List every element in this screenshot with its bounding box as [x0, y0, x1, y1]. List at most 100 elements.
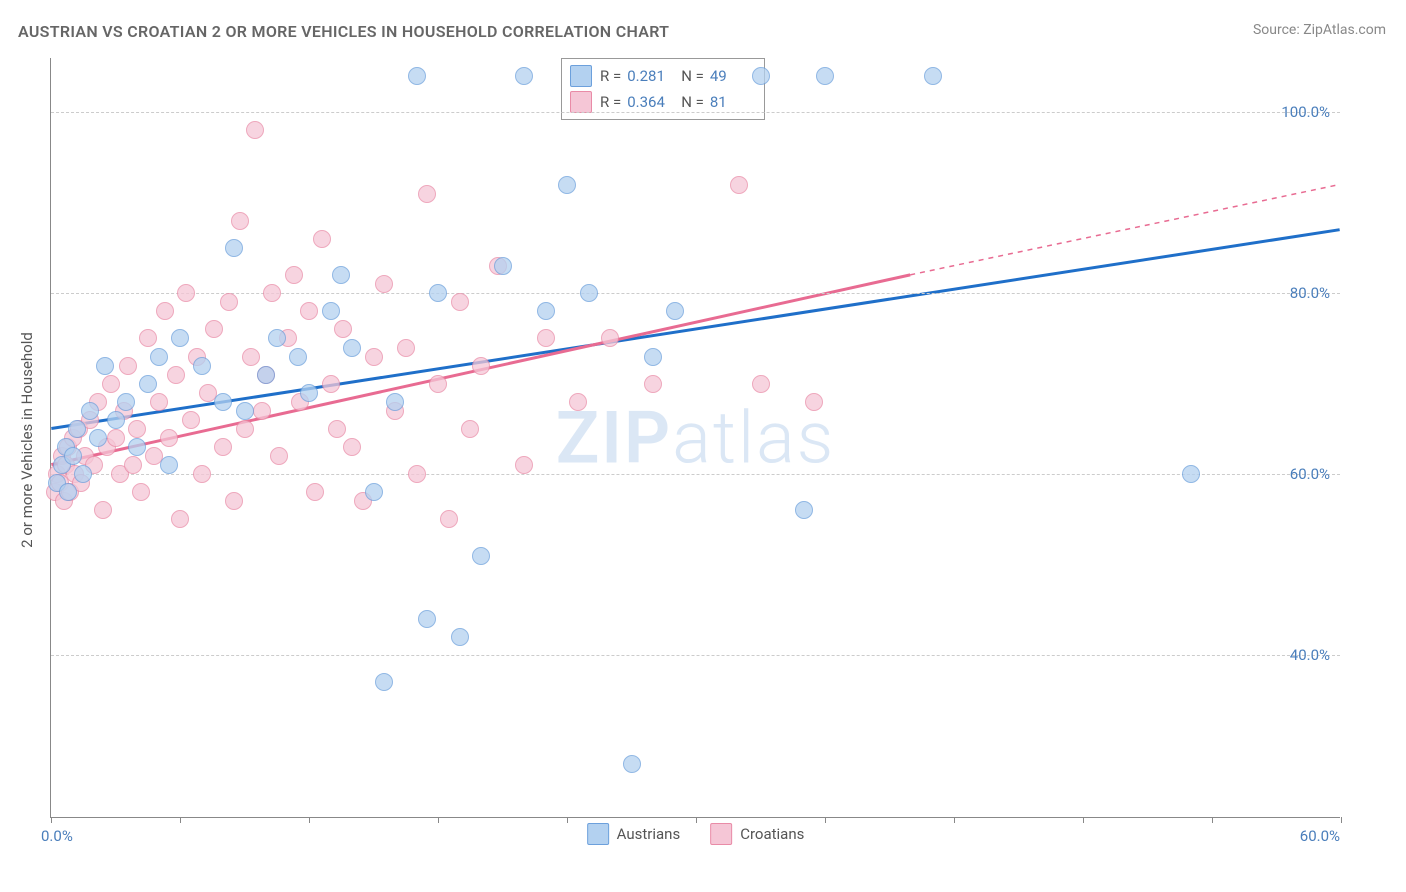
- data-point: [139, 375, 157, 393]
- data-point: [375, 275, 393, 293]
- x-tick: [1341, 817, 1342, 823]
- data-point: [132, 483, 150, 501]
- data-point: [472, 547, 490, 565]
- data-point: [205, 320, 223, 338]
- legend-stats-row-croatians: R = 0.364 N = 81: [570, 89, 756, 115]
- data-point: [429, 284, 447, 302]
- data-point: [386, 393, 404, 411]
- data-point: [343, 339, 361, 357]
- data-point: [94, 501, 112, 519]
- gridline-h: [51, 112, 1340, 113]
- legend-swatch-austrians-icon: [587, 823, 609, 845]
- plot-area: ZIPatlas R = 0.281 N = 49 R = 0.364 N = …: [50, 58, 1340, 818]
- data-point: [494, 257, 512, 275]
- data-point: [515, 456, 533, 474]
- chart-container: AUSTRIAN VS CROATIAN 2 OR MORE VEHICLES …: [0, 0, 1406, 892]
- data-point: [332, 266, 350, 284]
- data-point: [343, 438, 361, 456]
- legend-n-label: N =: [681, 67, 704, 85]
- legend-label-austrians: Austrians: [617, 825, 681, 843]
- data-point: [418, 610, 436, 628]
- watermark: ZIPatlas: [556, 395, 836, 480]
- data-point: [182, 411, 200, 429]
- data-point: [666, 302, 684, 320]
- data-point: [752, 375, 770, 393]
- data-point: [644, 348, 662, 366]
- data-point: [601, 329, 619, 347]
- x-tick: [696, 817, 697, 823]
- data-point: [246, 121, 264, 139]
- legend-swatch-austrians: [570, 65, 592, 87]
- data-point: [119, 357, 137, 375]
- data-point: [225, 492, 243, 510]
- data-point: [253, 402, 271, 420]
- data-point: [225, 239, 243, 257]
- data-point: [623, 755, 641, 773]
- data-point: [193, 357, 211, 375]
- x-tick: [1083, 817, 1084, 823]
- data-point: [128, 438, 146, 456]
- legend-item-austrians: Austrians: [587, 823, 681, 845]
- data-point: [150, 348, 168, 366]
- data-point: [408, 465, 426, 483]
- data-point: [816, 67, 834, 85]
- data-point: [569, 393, 587, 411]
- data-point: [124, 456, 142, 474]
- x-tick: [180, 817, 181, 823]
- data-point: [107, 429, 125, 447]
- data-point: [795, 501, 813, 519]
- x-tick-label-max: 60.0%: [1300, 827, 1340, 845]
- data-point: [408, 67, 426, 85]
- data-point: [242, 348, 260, 366]
- data-point: [289, 348, 307, 366]
- x-tick: [438, 817, 439, 823]
- data-point: [328, 420, 346, 438]
- x-tick: [825, 817, 826, 823]
- x-tick: [567, 817, 568, 823]
- data-point: [171, 510, 189, 528]
- data-point: [334, 320, 352, 338]
- gridline-h: [51, 655, 1340, 656]
- data-point: [924, 67, 942, 85]
- x-tick: [51, 817, 52, 823]
- data-point: [558, 176, 576, 194]
- y-axis-label: 2 or more Vehicles in Household: [18, 332, 36, 548]
- data-point: [220, 293, 238, 311]
- data-point: [300, 384, 318, 402]
- data-point: [580, 284, 598, 302]
- data-point: [285, 266, 303, 284]
- data-point: [322, 302, 340, 320]
- source-label: Source: ZipAtlas.com: [1253, 22, 1386, 38]
- data-point: [128, 420, 146, 438]
- chart-title: AUSTRIAN VS CROATIAN 2 OR MORE VEHICLES …: [18, 22, 669, 41]
- data-point: [257, 366, 275, 384]
- legend-swatch-croatians-icon: [710, 823, 732, 845]
- data-point: [160, 456, 178, 474]
- data-point: [451, 293, 469, 311]
- data-point: [177, 284, 195, 302]
- legend-label-croatians: Croatians: [740, 825, 804, 843]
- y-tick-label: 40.0%: [1290, 646, 1330, 664]
- data-point: [537, 302, 555, 320]
- data-point: [107, 411, 125, 429]
- data-point: [1182, 465, 1200, 483]
- legend-r-label: R =: [600, 93, 621, 111]
- data-point: [81, 402, 99, 420]
- data-point: [117, 393, 135, 411]
- data-point: [139, 329, 157, 347]
- data-point: [805, 393, 823, 411]
- data-point: [429, 375, 447, 393]
- data-point: [59, 483, 77, 501]
- gridline-h: [51, 474, 1340, 475]
- data-point: [730, 176, 748, 194]
- y-tick-label: 100.0%: [1281, 103, 1330, 121]
- data-point: [167, 366, 185, 384]
- data-point: [365, 348, 383, 366]
- data-point: [64, 447, 82, 465]
- data-point: [306, 483, 324, 501]
- legend-item-croatians: Croatians: [710, 823, 804, 845]
- legend-r-value-austrians: 0.281: [627, 67, 673, 85]
- data-point: [193, 465, 211, 483]
- data-point: [365, 483, 383, 501]
- data-point: [451, 628, 469, 646]
